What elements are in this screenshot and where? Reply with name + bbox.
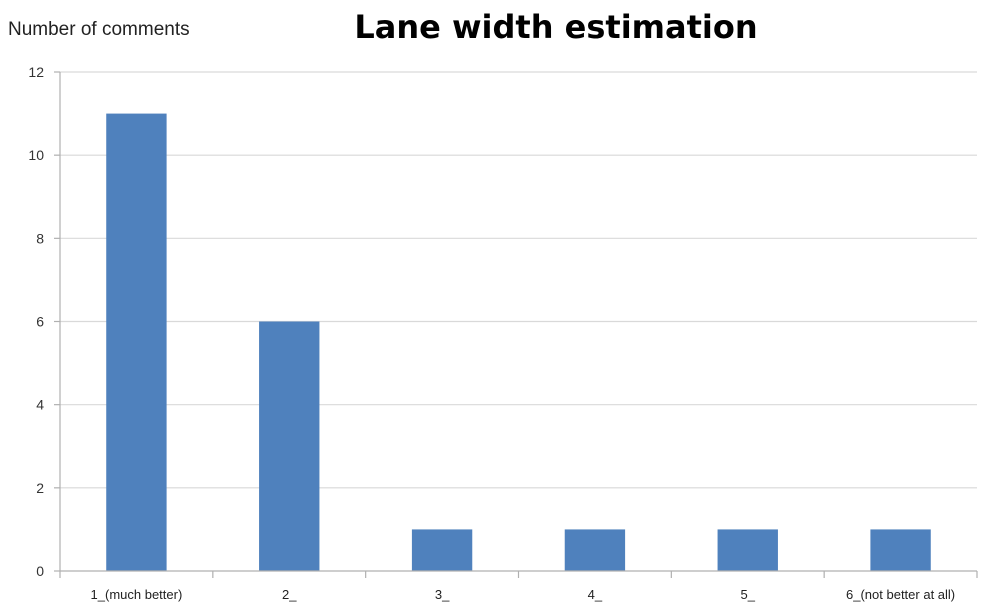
bar-3 xyxy=(411,529,473,571)
y-tick-label: 0 xyxy=(36,563,44,579)
chart-title: Lane width estimation xyxy=(354,8,757,46)
gridlines xyxy=(60,71,977,489)
x-tick-label: 5_ xyxy=(741,587,756,602)
bar-4 xyxy=(564,529,626,571)
y-tick-labels: 0 2 4 6 8 10 12 xyxy=(28,64,44,579)
y-tick-label: 10 xyxy=(28,147,44,163)
y-axis-label: Number of comments xyxy=(8,19,190,40)
y-tick-label: 4 xyxy=(36,397,44,413)
bar-1 xyxy=(106,113,167,571)
bar-6 xyxy=(870,529,931,571)
bar-5 xyxy=(717,529,778,571)
bar-2 xyxy=(259,321,320,571)
x-tick-labels: 1_(much better) 2_ 3_ 4_ 5_ 6_(not better at … xyxy=(91,587,956,602)
axes xyxy=(54,71,978,578)
y-tick-label: 12 xyxy=(28,64,44,80)
x-tick-label: 4_ xyxy=(588,587,603,602)
x-tick-label: 6_(not better at all) xyxy=(846,587,955,602)
x-tick-label: 3_ xyxy=(435,587,450,602)
y-tick-label: 6 xyxy=(36,314,44,330)
x-tick-label: 1_(much better) xyxy=(91,587,183,602)
x-tick-label: 2_ xyxy=(282,587,297,602)
y-tick-label: 8 xyxy=(36,230,44,246)
bars xyxy=(106,113,931,571)
y-tick-label: 2 xyxy=(36,480,44,496)
